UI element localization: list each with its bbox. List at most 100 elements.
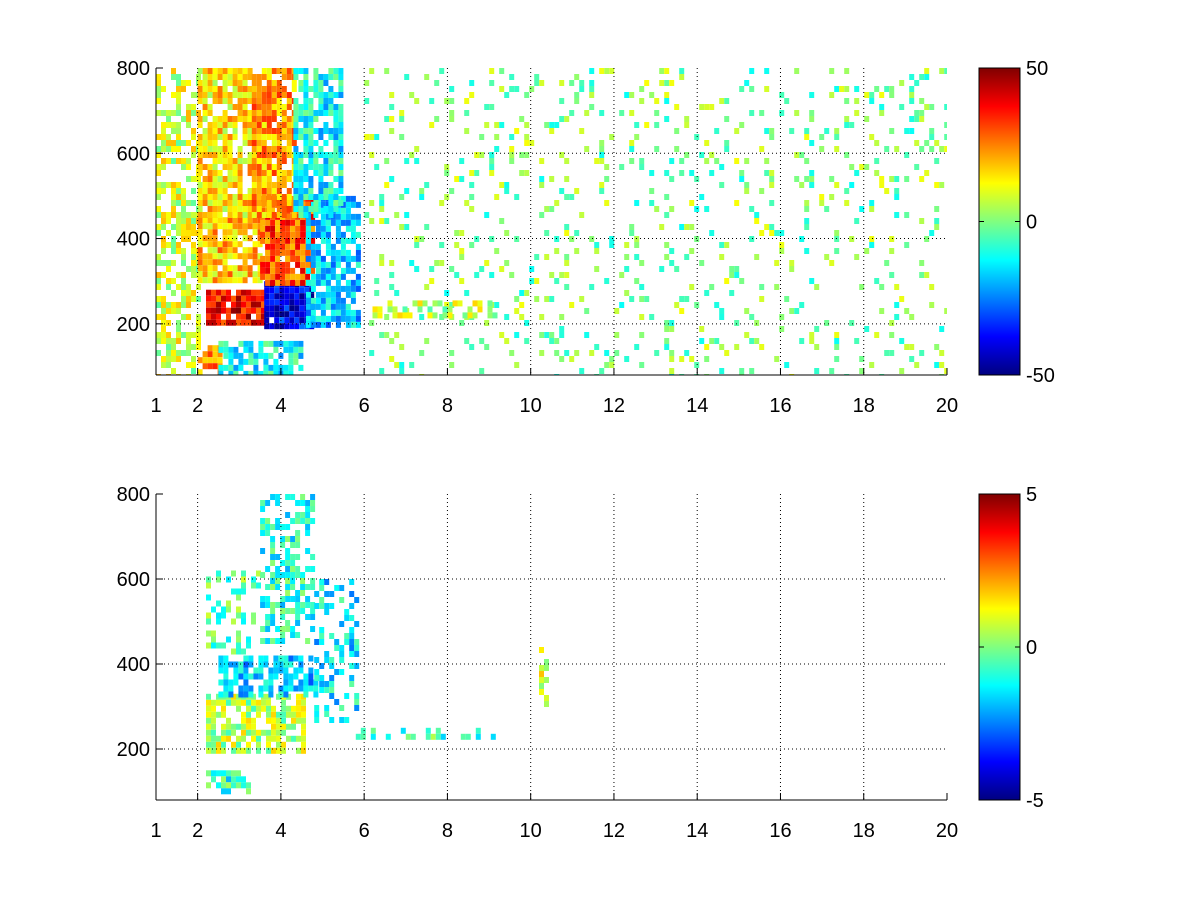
- heatmap-cell: [232, 104, 238, 110]
- heatmap-cell: [271, 86, 277, 92]
- heatmap-cell: [293, 68, 299, 74]
- heatmap-cell: [223, 655, 229, 662]
- heatmap-cell: [246, 289, 251, 296]
- heatmap-cell: [301, 699, 306, 706]
- heatmap-cell: [266, 212, 272, 218]
- heatmap-cell: [664, 80, 670, 86]
- heatmap-cell: [594, 266, 600, 272]
- heatmap-cell: [166, 122, 171, 128]
- heatmap-cell: [242, 247, 248, 254]
- heatmap-cell: [305, 524, 311, 530]
- heatmap-cell: [246, 699, 251, 706]
- heatmap-cell: [176, 140, 181, 146]
- heatmap-cell: [202, 182, 208, 188]
- heatmap-cell: [305, 231, 311, 238]
- heatmap-cell: [242, 200, 248, 206]
- heatmap-cell: [186, 116, 191, 122]
- heatmap-cell: [369, 68, 375, 74]
- heatmap-cell: [243, 346, 249, 353]
- heatmap-cell: [253, 673, 259, 680]
- heatmap-cell: [295, 530, 301, 536]
- heatmap-region: [218, 655, 319, 698]
- heatmap-cell: [889, 320, 895, 326]
- heatmap-cell: [319, 681, 325, 687]
- heatmap-cell: [291, 86, 297, 92]
- heatmap-cell: [350, 195, 356, 202]
- heatmap-cell: [714, 302, 720, 308]
- heatmap-cell: [514, 194, 520, 200]
- heatmap-cell: [709, 152, 715, 158]
- heatmap-cell: [227, 265, 233, 272]
- heatmap-cell: [283, 667, 289, 674]
- heatmap-cell: [246, 782, 251, 789]
- heatmap-cell: [569, 80, 575, 86]
- heatmap-cell: [280, 237, 286, 244]
- heatmap-cell: [261, 705, 266, 712]
- heatmap-cell: [350, 237, 356, 244]
- heatmap-cell: [724, 278, 730, 284]
- heatmap-cell: [295, 261, 301, 268]
- heatmap-cell: [305, 530, 311, 536]
- heatmap-cell: [629, 230, 635, 236]
- heatmap-cell: [854, 110, 860, 116]
- heatmap-cell: [207, 200, 213, 206]
- heatmap-cell: [216, 711, 221, 718]
- heatmap-cell: [206, 782, 211, 789]
- heatmap-cell: [237, 265, 243, 272]
- heatmap-cell: [669, 158, 675, 164]
- heatmap-cell: [310, 626, 316, 632]
- heatmap-cell: [308, 122, 314, 128]
- heatmap-cell: [689, 284, 695, 290]
- heatmap-cell: [674, 266, 680, 272]
- heatmap-cell: [171, 128, 176, 134]
- heatmap-cell: [399, 344, 405, 350]
- heatmap-cell: [270, 494, 276, 500]
- heatmap-cell: [323, 80, 329, 86]
- heatmap-cell: [226, 289, 231, 296]
- heatmap-cell: [338, 146, 344, 152]
- heatmap-cell: [217, 188, 223, 194]
- heatmap-cell: [293, 667, 299, 674]
- heatmap-cell: [285, 213, 291, 220]
- heatmap-cell: [314, 675, 320, 681]
- heatmap-cell: [355, 315, 361, 322]
- heatmap-cell: [266, 110, 272, 116]
- heatmap-cell: [232, 271, 238, 278]
- heatmap-cell: [569, 194, 575, 200]
- heatmap-cell: [211, 636, 216, 643]
- y-tick-label: 800: [117, 58, 150, 80]
- heatmap-cell: [389, 128, 395, 134]
- heatmap-cell: [774, 260, 780, 266]
- heatmap-cell: [300, 590, 306, 596]
- heatmap-cell: [226, 606, 231, 613]
- heatmap-cell: [914, 110, 920, 116]
- heatmap-cell: [251, 146, 257, 152]
- heatmap-cell: [300, 602, 306, 608]
- heatmap-cell: [894, 284, 900, 290]
- heatmap-cell: [834, 128, 840, 134]
- heatmap-cell: [233, 673, 239, 680]
- heatmap-cell: [374, 290, 380, 296]
- y-tick-label: 800: [117, 484, 150, 506]
- heatmap-cell: [345, 213, 351, 220]
- heatmap-cell: [248, 346, 254, 353]
- heatmap-cell: [176, 188, 181, 194]
- heatmap-cell: [211, 705, 216, 712]
- heatmap-cell: [303, 679, 309, 686]
- heatmap-cell: [544, 701, 549, 707]
- heatmap-cell: [330, 285, 336, 292]
- heatmap-cell: [176, 92, 181, 98]
- heatmap-cell: [290, 542, 296, 548]
- heatmap-cell: [349, 627, 355, 633]
- heatmap-cell: [389, 104, 395, 110]
- heatmap-cell: [345, 219, 351, 226]
- heatmap-cell: [212, 277, 218, 284]
- heatmap-cell: [263, 679, 269, 686]
- heatmap-cell: [242, 98, 248, 104]
- heatmap-cell: [191, 176, 196, 182]
- heatmap-cell: [256, 699, 261, 706]
- heatmap-cell: [293, 182, 299, 188]
- heatmap-cell: [372, 312, 378, 319]
- heatmap-cell: [270, 584, 276, 590]
- heatmap-cell: [281, 747, 286, 754]
